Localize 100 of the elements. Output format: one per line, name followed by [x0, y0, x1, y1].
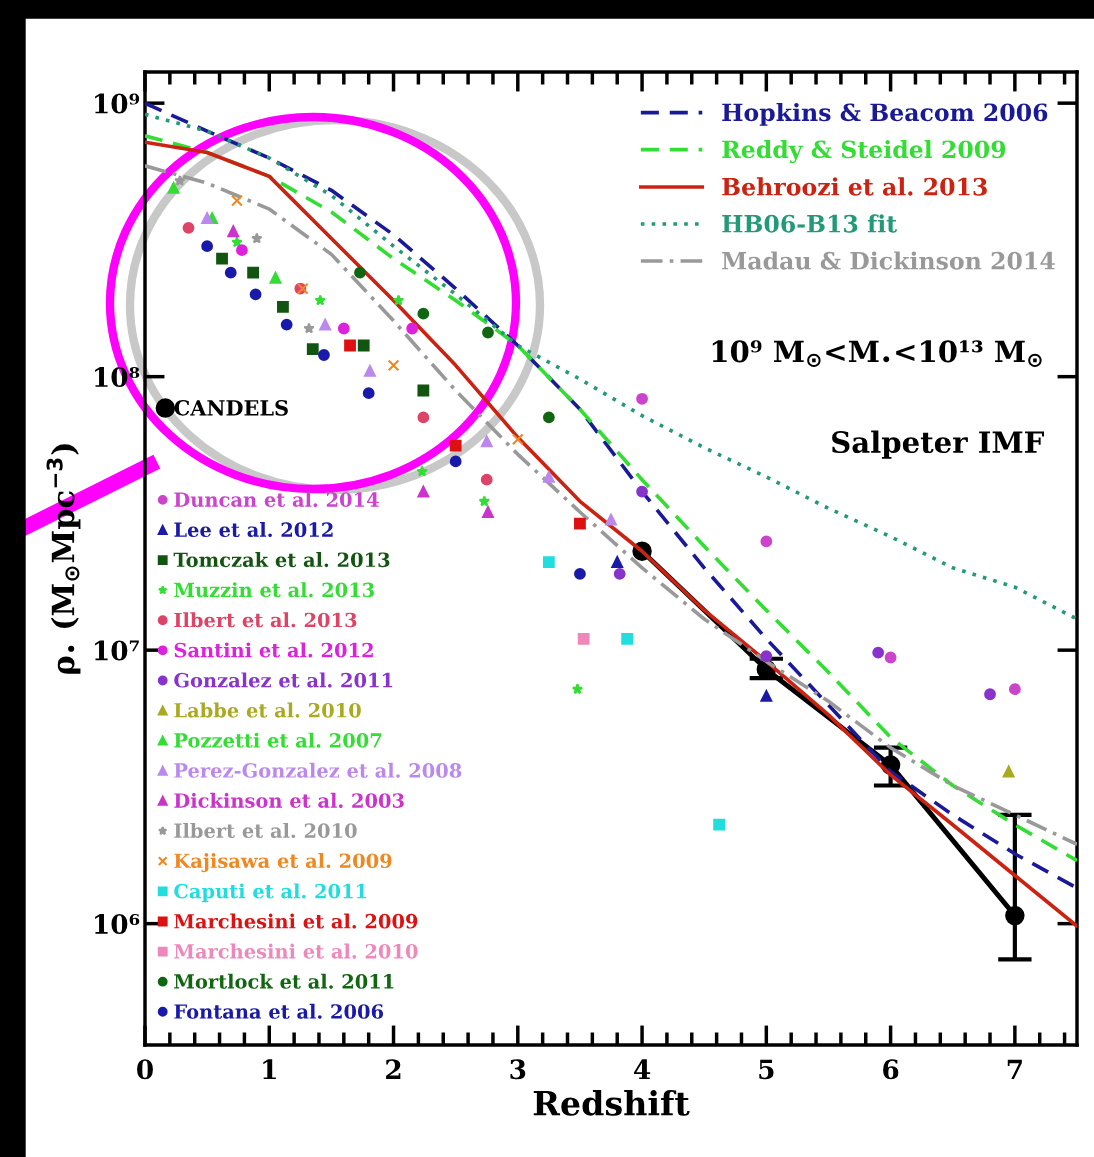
legend-label: Ilbert et al. 2010: [174, 822, 357, 839]
legend-label: Caputi et al. 2011: [174, 883, 367, 903]
point: [574, 568, 586, 580]
point: [482, 326, 494, 339]
legend-label: Lee et al. 2012: [174, 522, 333, 538]
point: [247, 266, 260, 279]
legend-label: Tomczak et al. 2013: [173, 552, 390, 568]
point: [605, 513, 617, 526]
point: [314, 294, 326, 306]
point: [306, 343, 319, 356]
annotation: 10⁹ M$_{⊙}$<M$_{•}$<10¹³ M$_{⊙}$: [712, 340, 1042, 368]
point: [182, 221, 195, 234]
point: [416, 465, 428, 477]
point: [224, 266, 237, 279]
legend-label: Marchesini et al. 2009: [174, 913, 418, 929]
x-tick-label: 7: [1007, 1059, 1022, 1079]
point: [249, 288, 262, 301]
point: [337, 322, 350, 335]
y-tick-label: 10⁹: [95, 93, 140, 114]
point: [574, 517, 586, 530]
point: [613, 568, 626, 580]
legend-label: Perez-Gonzalez et al. 2008: [174, 762, 462, 778]
point: [984, 688, 996, 701]
point: [354, 266, 366, 279]
point: [227, 225, 240, 238]
point: [577, 632, 590, 645]
point: [713, 818, 726, 831]
point: [174, 174, 186, 186]
point: [417, 485, 430, 498]
point: [344, 339, 356, 352]
point: [357, 339, 370, 352]
point: [449, 439, 462, 452]
x-tick-label: 0: [137, 1059, 153, 1080]
point: [417, 384, 430, 397]
point: [449, 455, 462, 468]
point: [362, 387, 375, 400]
point: [387, 359, 400, 372]
legend-label: HB06-B13 fit: [722, 214, 898, 233]
point: [480, 473, 493, 486]
point: [511, 433, 524, 446]
point: [571, 683, 584, 695]
point: [201, 212, 214, 224]
legend-label: Duncan et al. 2014: [174, 491, 379, 507]
legend-label: Hopkins & Beacom 2006: [722, 102, 1048, 126]
legend-label: Ilbert et al. 2013: [174, 612, 357, 628]
point: [231, 194, 243, 207]
legend-label: Fontana et al. 2006: [174, 1003, 384, 1019]
point: [884, 651, 897, 664]
point: [760, 535, 773, 548]
legend-label: Marchesini et al. 2010: [174, 943, 418, 959]
point: [364, 364, 376, 377]
x-axis-title: Redshift: [533, 1089, 690, 1116]
x-tick-label: 5: [759, 1059, 774, 1080]
point: [277, 300, 289, 313]
point: [636, 485, 648, 498]
y-axis-title: ρ$_{•}$ (M$_{⊙}$Mpc$^{−3}$): [46, 444, 81, 674]
point: [216, 252, 228, 265]
legend-label: Labbe et al. 2010: [174, 702, 361, 718]
y-tick-label: 10⁶: [95, 914, 140, 935]
point: [251, 232, 263, 244]
point: [1002, 765, 1015, 778]
point: [1008, 683, 1021, 696]
legend-label: Santini et al. 2012: [174, 642, 373, 658]
point: [236, 244, 248, 257]
legend-label: Kajisawa et al. 2009: [174, 853, 392, 873]
y-tick-label: 10⁷: [95, 640, 139, 661]
point: [760, 650, 773, 663]
point: [167, 181, 180, 194]
point: [417, 411, 430, 424]
legend-label: Pozzetti et al. 2007: [174, 732, 382, 748]
point: [406, 322, 419, 335]
legend-label: Dickinson et al. 2003: [174, 792, 404, 808]
point: [269, 271, 282, 284]
point: [201, 240, 214, 253]
point: [280, 318, 293, 331]
legend-label: Madau & Dickinson 2014: [722, 251, 1055, 270]
point: [480, 435, 493, 448]
point: [872, 646, 885, 659]
point: [417, 307, 430, 320]
point: [482, 506, 494, 518]
point: [542, 556, 555, 568]
x-tick-label: 2: [386, 1059, 401, 1079]
legend-label: Muzzin et al. 2013: [174, 582, 374, 598]
x-tick-label: 6: [883, 1059, 899, 1080]
legend-label: Gonzalez et al. 2011: [174, 672, 393, 688]
legend-label: Mortlock et al. 2011: [174, 973, 394, 989]
point: [303, 322, 315, 334]
point: [478, 495, 490, 507]
legend-label: CANDELS: [174, 399, 288, 416]
x-tick-label: 3: [510, 1059, 526, 1080]
annotation: Salpeter IMF: [832, 430, 1044, 459]
point: [392, 294, 405, 306]
x-tick-label: 1: [263, 1059, 276, 1079]
point: [318, 349, 330, 361]
point: [319, 318, 332, 331]
legend-label: Reddy & Steidel 2009: [722, 140, 1006, 164]
point: [1005, 905, 1025, 926]
x-tick-label: 4: [633, 1059, 651, 1079]
point: [542, 411, 555, 424]
point: [636, 392, 648, 405]
